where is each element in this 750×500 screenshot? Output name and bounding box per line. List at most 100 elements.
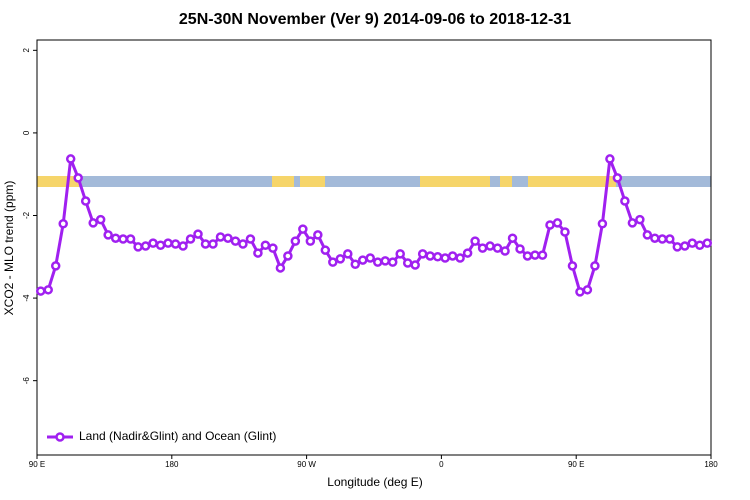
- data-point: [170, 239, 181, 249]
- data-point: [425, 251, 435, 261]
- chart-title: 25N-30N November (Ver 9) 2014-09-06 to 2…: [179, 11, 571, 28]
- data-point: [492, 243, 503, 253]
- data-point: [88, 218, 98, 228]
- data-point: [343, 249, 353, 259]
- data-point: [702, 238, 713, 248]
- data-point: [230, 236, 241, 246]
- data-point: [395, 249, 405, 259]
- data-point: [110, 233, 121, 243]
- data-point: [590, 261, 600, 271]
- x-tick-label: 180: [165, 460, 179, 469]
- x-tick-label: 0: [439, 460, 444, 469]
- data-point: [253, 248, 263, 258]
- data-point: [275, 263, 286, 273]
- data-point: [43, 285, 53, 295]
- data-point: [163, 238, 173, 248]
- data-point: [372, 257, 383, 267]
- data-point: [320, 245, 331, 255]
- data-point: [620, 196, 630, 206]
- data-point: [50, 261, 61, 271]
- data-point: [133, 242, 143, 252]
- data-point: [672, 242, 683, 252]
- data-point: [80, 196, 91, 206]
- data-point: [417, 249, 428, 259]
- data-point: [73, 173, 83, 183]
- data-point: [560, 227, 570, 237]
- data-point: [642, 230, 653, 240]
- data-point: [350, 259, 361, 269]
- land-band: [500, 176, 512, 187]
- y-tick-label: -4: [22, 294, 31, 302]
- ocean-band: [37, 176, 711, 187]
- data-point: [447, 251, 458, 261]
- data-point: [103, 230, 113, 240]
- land-band: [272, 176, 294, 187]
- data-point: [178, 241, 188, 251]
- data-point: [432, 252, 443, 262]
- data-point: [657, 234, 668, 244]
- y-tick-label: 2: [22, 48, 31, 53]
- data-point: [155, 240, 166, 250]
- data-point: [193, 229, 203, 239]
- data-point: [238, 239, 248, 249]
- data-point: [567, 261, 578, 271]
- data-point: [335, 254, 346, 264]
- data-point: [627, 218, 638, 228]
- legend-marker: [55, 432, 65, 442]
- x-tick-label: 90 E: [568, 460, 584, 469]
- data-point: [575, 287, 585, 297]
- data-point: [650, 233, 660, 243]
- data-point: [328, 257, 338, 267]
- data-point: [140, 241, 151, 251]
- data-point: [65, 154, 76, 164]
- land-band: [300, 176, 325, 187]
- data-point: [500, 246, 510, 256]
- land-ocean-strip: [37, 176, 711, 187]
- x-tick-label: 90 W: [297, 460, 316, 469]
- data-point: [530, 250, 540, 260]
- data-point: [200, 239, 211, 249]
- data-point: [290, 236, 301, 246]
- data-point: [118, 234, 128, 244]
- data-point: [507, 233, 518, 243]
- data-point: [223, 233, 233, 243]
- data-point: [298, 224, 308, 234]
- data-point: [515, 244, 525, 254]
- y-tick-label: -2: [22, 211, 31, 219]
- x-tick-label: 90 E: [29, 460, 45, 469]
- data-point: [358, 255, 368, 265]
- data-point: [402, 258, 413, 268]
- data-point: [125, 234, 136, 244]
- plot-frame: [36, 39, 712, 456]
- data-point: [283, 251, 293, 261]
- x-tick-label: 180: [704, 460, 718, 469]
- data-point: [35, 286, 46, 296]
- data-point: [208, 239, 218, 249]
- data-point: [268, 243, 278, 253]
- data-point: [440, 253, 450, 263]
- data-point: [695, 240, 705, 250]
- data-point: [462, 248, 473, 258]
- land-band: [37, 176, 79, 187]
- data-point: [680, 241, 690, 251]
- data-point: [635, 214, 645, 225]
- data-point: [95, 214, 106, 225]
- data-point: [380, 256, 390, 266]
- data-point: [387, 257, 398, 267]
- x-axis-label: Longitude (deg E): [327, 475, 422, 489]
- data-point: [545, 220, 555, 230]
- y-axis-label: XCO2 - MLO trend (ppm): [2, 181, 16, 316]
- data-point: [365, 253, 376, 263]
- data-point: [477, 243, 488, 253]
- data-point: [305, 236, 316, 246]
- data-point: [522, 251, 533, 261]
- data-point: [537, 250, 548, 260]
- data-point: [148, 238, 158, 248]
- data-point: [215, 232, 226, 242]
- data-point: [665, 234, 675, 244]
- y-tick-label: 0: [22, 130, 31, 135]
- data-point: [313, 230, 323, 240]
- data-point: [245, 234, 256, 244]
